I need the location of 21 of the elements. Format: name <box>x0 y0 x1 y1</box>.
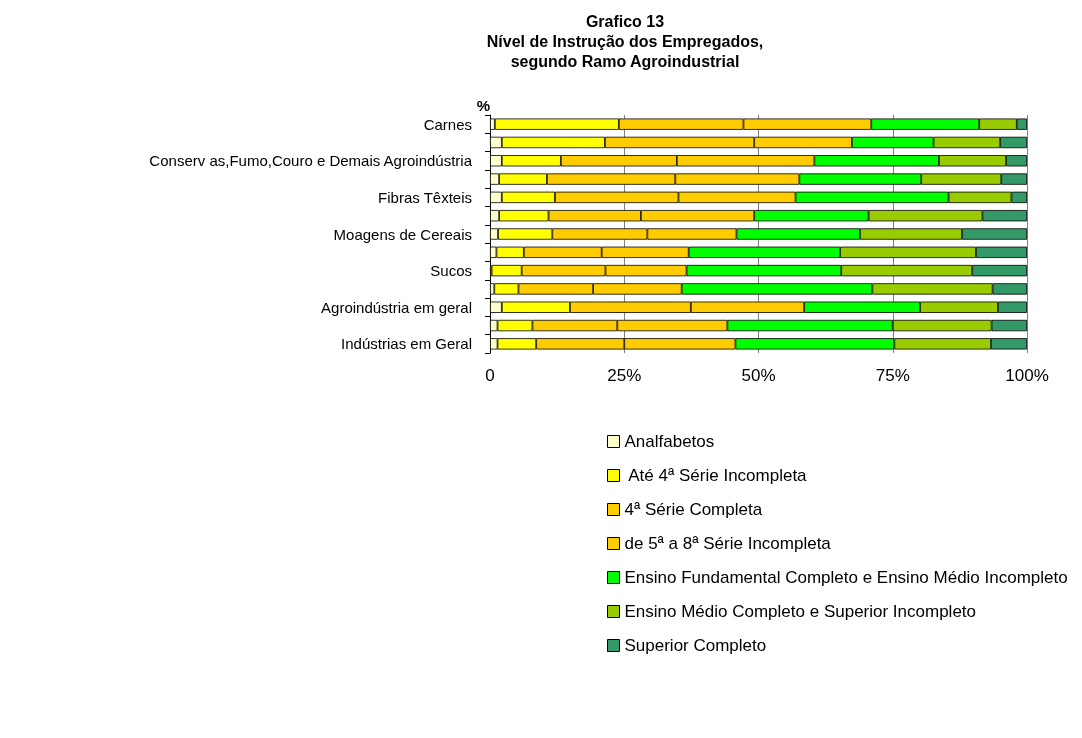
x-tick-label: 25% <box>607 366 642 385</box>
chart-title: Grafico 13 Nível de Instrução dos Empregados, segundo Ramo Agroindustrial <box>486 12 764 70</box>
x-tick-label: 75% <box>875 366 910 385</box>
legend-label: Ensino Médio Completo e Superior Incompleto <box>624 602 977 621</box>
y-tick-label: Conserv as,Fumo,Couro e Demais Agroindústria <box>149 152 473 170</box>
y-tick-label: Carnes <box>423 115 472 133</box>
y-axis-title: % <box>476 97 490 114</box>
y-tick-label: Moagens de Cereais <box>333 225 472 243</box>
y-tick-label: Sucos <box>430 262 472 280</box>
x-tick-label: 0 <box>485 366 495 385</box>
legend-label: Até 4ª Série Incompleta <box>624 466 808 485</box>
legend-label: Ensino Fundamental Completo e Ensino Médio Incompleto <box>624 568 1068 587</box>
legend-label: 4ª Série Completa <box>624 500 763 519</box>
y-tick-label: Indústrias em Geral <box>341 335 472 353</box>
legend-label: Superior Completo <box>624 636 767 655</box>
legend-label: de 5ª a 8ª Série Incompleta <box>624 534 832 553</box>
legend-label: Analfabetos <box>624 432 715 451</box>
y-tick-label: Agroindústria em geral <box>321 298 472 316</box>
x-tick-label: 50% <box>741 366 776 385</box>
y-tick-label: Fibras Têxteis <box>378 188 472 206</box>
x-tick-label: 100% <box>1005 366 1049 385</box>
